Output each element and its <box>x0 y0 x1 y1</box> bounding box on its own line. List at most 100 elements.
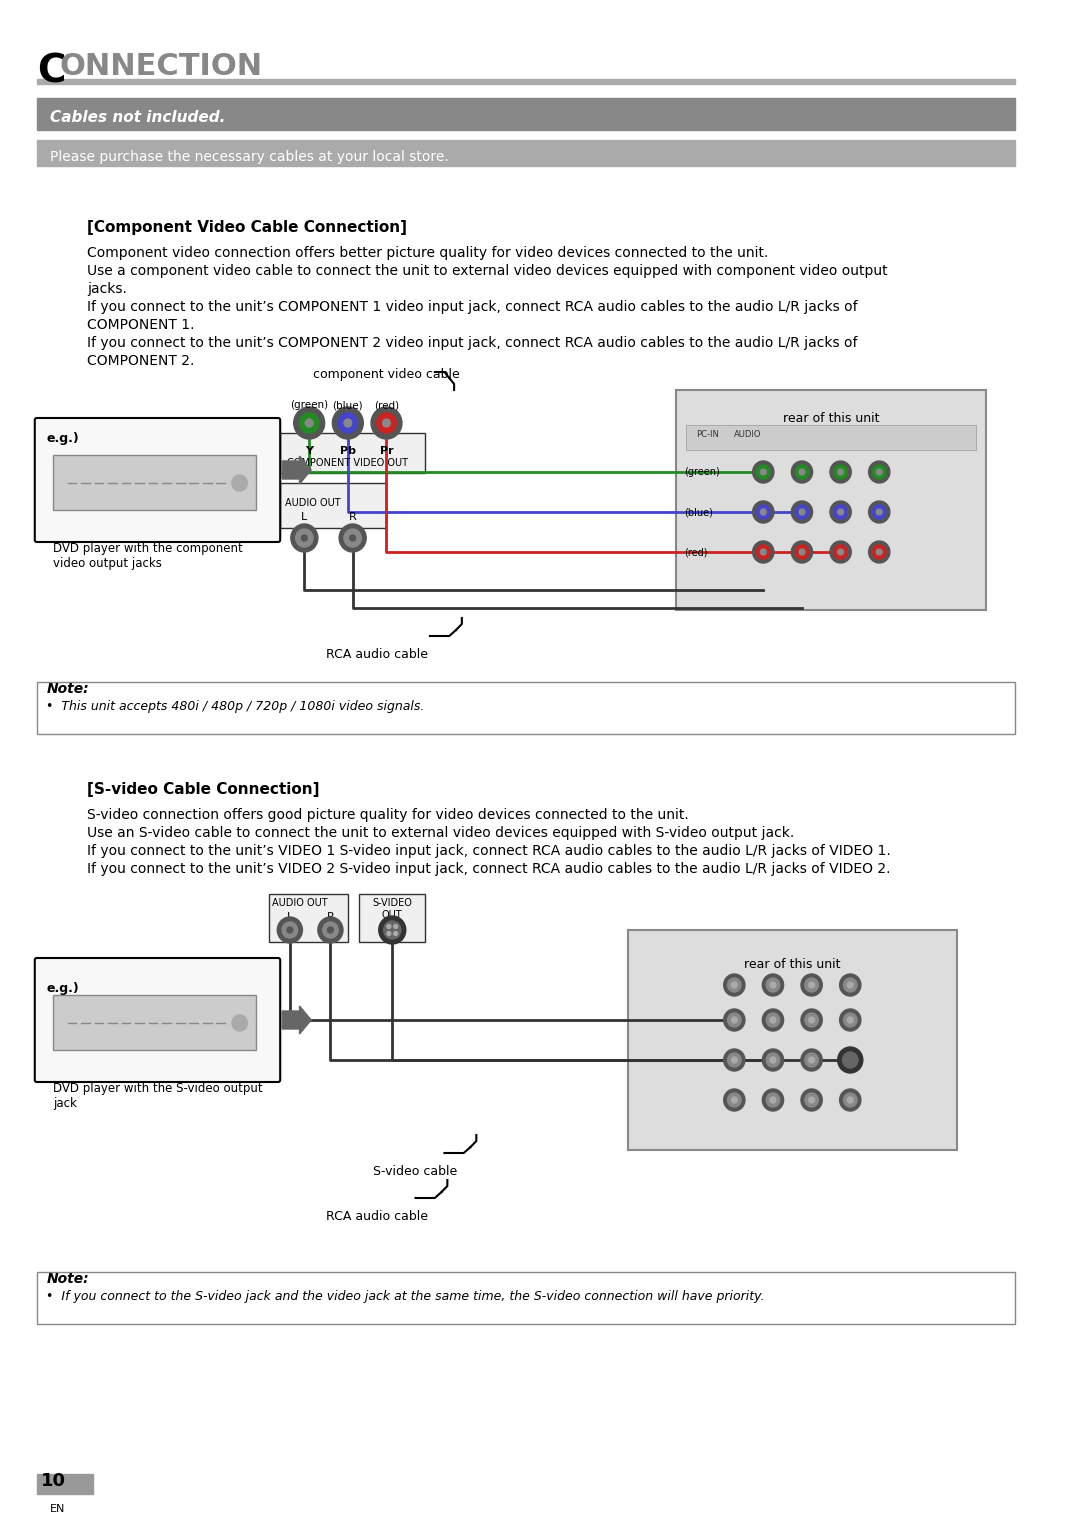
Text: component video cable: component video cable <box>313 368 460 382</box>
Circle shape <box>343 530 362 546</box>
Circle shape <box>756 545 770 559</box>
Bar <box>37 79 1014 84</box>
Circle shape <box>753 542 774 563</box>
Circle shape <box>848 1058 853 1064</box>
Text: S-video cable: S-video cable <box>374 1164 458 1178</box>
Circle shape <box>724 1009 745 1032</box>
Bar <box>686 426 976 450</box>
Circle shape <box>795 505 809 519</box>
Text: •  If you connect to the S-video jack and the video jack at the same time, the S: • If you connect to the S-video jack and… <box>46 1289 765 1303</box>
Text: PC-IN: PC-IN <box>696 430 718 439</box>
Circle shape <box>839 974 861 996</box>
Circle shape <box>291 523 318 552</box>
Circle shape <box>809 1097 814 1103</box>
Circle shape <box>805 1093 819 1106</box>
Text: DVD player with the component
video output jacks: DVD player with the component video outp… <box>53 542 243 571</box>
Text: (red): (red) <box>374 400 399 410</box>
Circle shape <box>792 542 812 563</box>
Circle shape <box>350 536 355 542</box>
Text: Please purchase the necessary cables at your local store.: Please purchase the necessary cables at … <box>51 150 449 163</box>
Circle shape <box>728 978 741 992</box>
Circle shape <box>387 931 391 935</box>
Circle shape <box>333 407 363 439</box>
FancyArrow shape <box>282 456 311 484</box>
Circle shape <box>809 1016 814 1022</box>
Text: Note:: Note: <box>46 1273 89 1286</box>
Circle shape <box>801 974 822 996</box>
Circle shape <box>232 1015 247 1032</box>
Circle shape <box>838 468 843 475</box>
Text: S-video connection offers good picture quality for video devices connected to th: S-video connection offers good picture q… <box>87 807 689 823</box>
Bar <box>37 1273 1014 1325</box>
Circle shape <box>801 1090 822 1111</box>
Circle shape <box>838 549 843 555</box>
Text: COMPONENT 2.: COMPONENT 2. <box>87 354 194 368</box>
Text: Use a component video cable to connect the unit to external video devices equipp: Use a component video cable to connect t… <box>87 264 888 278</box>
Circle shape <box>843 1053 858 1067</box>
Circle shape <box>770 983 775 987</box>
Circle shape <box>394 925 397 928</box>
Bar <box>280 484 387 528</box>
Circle shape <box>760 549 766 555</box>
Bar <box>37 682 1014 734</box>
Text: If you connect to the unit’s COMPONENT 2 video input jack, connect RCA audio cab: If you connect to the unit’s COMPONENT 2… <box>87 336 858 349</box>
Circle shape <box>805 978 819 992</box>
Circle shape <box>868 501 890 523</box>
Bar <box>360 894 426 942</box>
Circle shape <box>799 468 805 475</box>
Circle shape <box>770 1097 775 1103</box>
Text: (green): (green) <box>684 467 720 478</box>
Circle shape <box>756 465 770 479</box>
Circle shape <box>278 917 302 943</box>
Circle shape <box>762 1009 784 1032</box>
Text: Note:: Note: <box>46 682 89 696</box>
Circle shape <box>842 1051 858 1068</box>
Circle shape <box>873 505 886 519</box>
Circle shape <box>876 468 882 475</box>
Circle shape <box>383 922 401 938</box>
Circle shape <box>839 1090 861 1111</box>
Circle shape <box>387 925 391 928</box>
Text: Y: Y <box>306 446 313 456</box>
Circle shape <box>760 510 766 514</box>
Circle shape <box>339 523 366 552</box>
Text: AUDIO: AUDIO <box>734 430 761 439</box>
Circle shape <box>394 931 397 935</box>
Circle shape <box>770 1016 775 1022</box>
Circle shape <box>731 1097 738 1103</box>
Bar <box>37 140 1014 166</box>
Circle shape <box>760 468 766 475</box>
Text: Use an S-video cable to connect the unit to external video devices equipped with: Use an S-video cable to connect the unit… <box>87 826 794 839</box>
Bar <box>53 455 256 510</box>
Text: (green): (green) <box>291 400 328 410</box>
Circle shape <box>873 465 886 479</box>
Text: L: L <box>301 513 308 522</box>
Text: S-VIDEO
OUT: S-VIDEO OUT <box>373 897 413 920</box>
Circle shape <box>301 536 307 542</box>
Circle shape <box>809 1058 814 1064</box>
Text: Component video connection offers better picture quality for video devices conne: Component video connection offers better… <box>87 246 768 259</box>
Text: AUDIO OUT: AUDIO OUT <box>285 497 340 508</box>
Text: Pb: Pb <box>340 446 355 456</box>
Circle shape <box>766 1053 780 1067</box>
Circle shape <box>839 1009 861 1032</box>
Text: C: C <box>37 52 65 90</box>
Text: [Component Video Cable Connection]: [Component Video Cable Connection] <box>87 220 407 235</box>
FancyBboxPatch shape <box>35 418 280 542</box>
Circle shape <box>724 1048 745 1071</box>
Circle shape <box>829 542 851 563</box>
Circle shape <box>753 501 774 523</box>
Text: jacks.: jacks. <box>87 282 126 296</box>
Circle shape <box>762 1048 784 1071</box>
Circle shape <box>876 510 882 514</box>
Circle shape <box>829 461 851 484</box>
Circle shape <box>868 542 890 563</box>
Circle shape <box>848 1016 853 1022</box>
Text: ONNECTION: ONNECTION <box>59 52 264 81</box>
Circle shape <box>848 1097 853 1103</box>
Text: (red): (red) <box>684 546 707 557</box>
FancyBboxPatch shape <box>35 958 280 1082</box>
Text: R: R <box>349 513 356 522</box>
Text: COMPONENT 1.: COMPONENT 1. <box>87 317 194 333</box>
Circle shape <box>731 1058 738 1064</box>
